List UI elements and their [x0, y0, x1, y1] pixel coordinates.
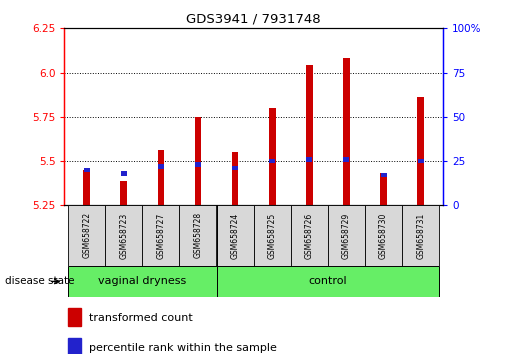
Bar	[269, 159, 275, 163]
Bar	[68, 338, 81, 354]
Text: GSM658722: GSM658722	[82, 212, 91, 258]
Text: GSM658726: GSM658726	[305, 212, 314, 258]
Bar	[158, 164, 164, 169]
Bar	[381, 173, 387, 177]
Text: control: control	[308, 276, 347, 286]
Bar	[83, 170, 90, 205]
Bar	[216, 266, 439, 297]
Text: vaginal dryness: vaginal dryness	[98, 276, 186, 286]
Title: GDS3941 / 7931748: GDS3941 / 7931748	[186, 13, 321, 26]
Bar	[343, 58, 350, 205]
Bar	[232, 166, 238, 170]
Bar	[306, 65, 313, 205]
Bar	[306, 157, 312, 161]
Text: GSM658731: GSM658731	[416, 212, 425, 258]
Bar	[179, 205, 216, 266]
Bar	[68, 308, 81, 326]
Bar	[142, 205, 179, 266]
Bar	[253, 205, 291, 266]
Bar	[417, 97, 424, 205]
Bar	[83, 168, 90, 172]
Text: percentile rank within the sample: percentile rank within the sample	[89, 343, 277, 353]
Text: GSM658727: GSM658727	[157, 212, 165, 258]
Bar	[328, 205, 365, 266]
Text: disease state: disease state	[5, 276, 75, 286]
Bar	[344, 157, 349, 161]
Bar	[121, 181, 127, 205]
Bar	[68, 266, 216, 297]
Text: GSM658730: GSM658730	[379, 212, 388, 259]
Bar	[105, 205, 142, 266]
Bar	[418, 159, 424, 163]
Text: transformed count: transformed count	[89, 313, 193, 323]
Bar	[158, 150, 164, 205]
Bar	[365, 205, 402, 266]
Bar	[195, 117, 201, 205]
Bar	[291, 205, 328, 266]
Text: GSM658728: GSM658728	[194, 212, 202, 258]
Bar	[402, 205, 439, 266]
Bar	[269, 108, 276, 205]
Bar	[121, 171, 127, 176]
Bar	[195, 162, 201, 167]
Text: GSM658724: GSM658724	[231, 212, 239, 258]
Bar	[216, 205, 253, 266]
Text: GSM658725: GSM658725	[268, 212, 277, 258]
Text: GSM658723: GSM658723	[119, 212, 128, 258]
Bar	[232, 152, 238, 205]
Bar	[380, 173, 387, 205]
Bar	[68, 205, 105, 266]
Text: GSM658729: GSM658729	[342, 212, 351, 258]
